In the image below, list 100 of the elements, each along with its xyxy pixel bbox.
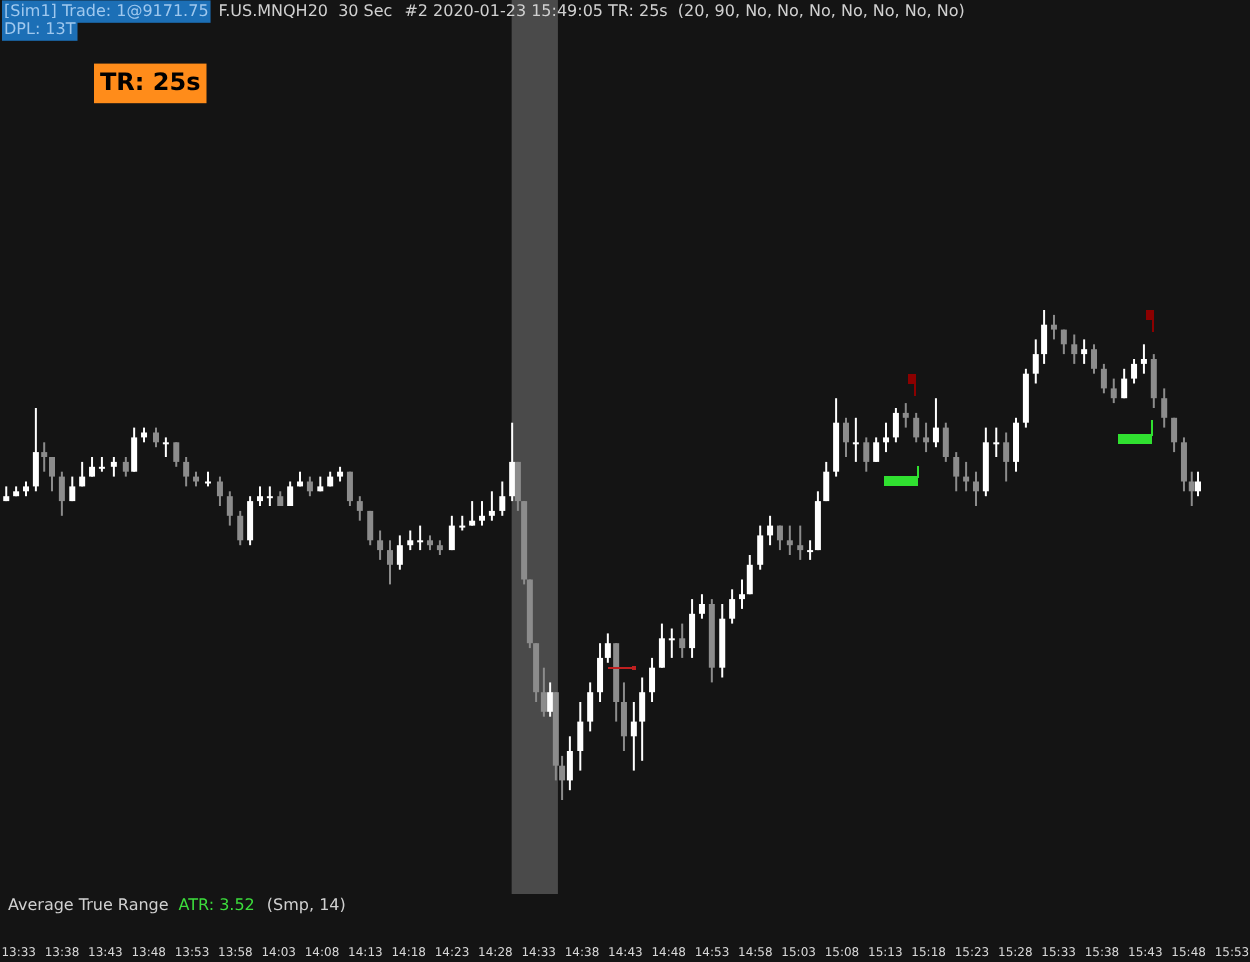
candlestick [89,456,96,478]
candlestick [69,475,76,503]
text: F.US.MNQH20 30 Sec [218,2,393,20]
candlestick [183,456,190,488]
candlestick [649,656,656,703]
candlestick [797,524,804,561]
candlestick [247,495,254,547]
candlestick [807,539,814,561]
candlestick [668,627,675,659]
candlestick [417,524,424,552]
candlestick [1131,358,1138,385]
candlestick [256,485,263,507]
candlestick [658,622,665,669]
candlestick [883,421,890,454]
candlestick [32,407,39,493]
candlestick [729,588,736,625]
candlestick [1032,338,1039,385]
candlestick [776,524,783,552]
candlestick [58,470,65,517]
text: [Sim1] Trade: 1@9171.75 [4,2,209,20]
candlestick [306,475,313,498]
candlestick [386,539,393,586]
candlestick [1013,416,1020,473]
candlestick [1140,343,1147,375]
candlestick [499,480,506,517]
candlestick [162,436,169,458]
candlestick [79,460,86,488]
candlestick [1003,431,1010,483]
candlestick [131,426,138,473]
candlestick [738,578,745,610]
candlestick [1121,367,1128,400]
candlestick [1171,416,1178,454]
candlestick [923,421,930,454]
candlestick [902,402,909,429]
candlestick [1188,470,1195,507]
candlestick [892,407,899,444]
candlestick [479,500,486,527]
candlestick [41,441,48,473]
candlestick [459,514,466,532]
candlestick [1180,436,1187,493]
candlestick [1071,333,1078,365]
candlestick [287,480,294,507]
candlestick [1091,343,1098,375]
candlestick [509,421,516,503]
candlestick [604,632,611,664]
candlestick [786,524,793,556]
text: ATR: 3.52 [178,896,255,914]
candlestick [346,470,353,507]
candlestick [122,456,129,478]
candlestick [356,495,363,522]
candlestick [1081,338,1088,365]
candlestick [852,416,859,463]
candlestick [226,490,233,527]
candlestick [469,500,476,527]
candlestick [972,470,979,507]
candlestick [963,460,970,493]
candlestick [98,456,105,473]
candlestick [689,598,696,659]
text: DPL: 13T [4,20,76,38]
candlestick [1100,362,1107,395]
candlestick [1060,328,1067,356]
candlestick [540,666,547,718]
candlestick [216,475,223,507]
candlestick [698,593,705,620]
text: #2 2020-01-23 15:49:05 TR: 25s (20, 90, No, No, No, No, No, No, No) [404,2,965,20]
candlestick [367,509,374,547]
candlestick [488,490,495,522]
candlestick [566,735,573,792]
candlestick [757,524,764,571]
candlestick [407,529,414,552]
candlestick [913,411,920,444]
candlestick [767,514,774,547]
candlestick [630,701,637,772]
candlestick [679,622,686,659]
candlestick [620,681,627,752]
candlestick [448,514,455,552]
candlestick [932,397,939,449]
candlestick [639,676,646,762]
candlestick [173,441,180,468]
candlestick [1161,387,1168,429]
candlestick [823,460,830,503]
candlestick [873,436,880,463]
candlestick [993,426,1000,458]
candlestick [1110,377,1117,405]
candlestick [152,426,159,449]
candlestick [597,642,604,703]
candlestick [547,681,554,718]
text: Average True Range [8,896,169,914]
candlestick [110,456,117,478]
candlestick [1150,353,1157,409]
candlestick [1041,309,1048,365]
candlestick [49,456,55,493]
candlestick [587,681,594,733]
candlestick [577,701,584,772]
candlestick [266,485,273,507]
candlestick [377,529,384,561]
candlestick [746,554,753,596]
text: (Smp, 14) [266,896,346,914]
candlestick [1195,470,1201,498]
candlestick [396,534,403,571]
